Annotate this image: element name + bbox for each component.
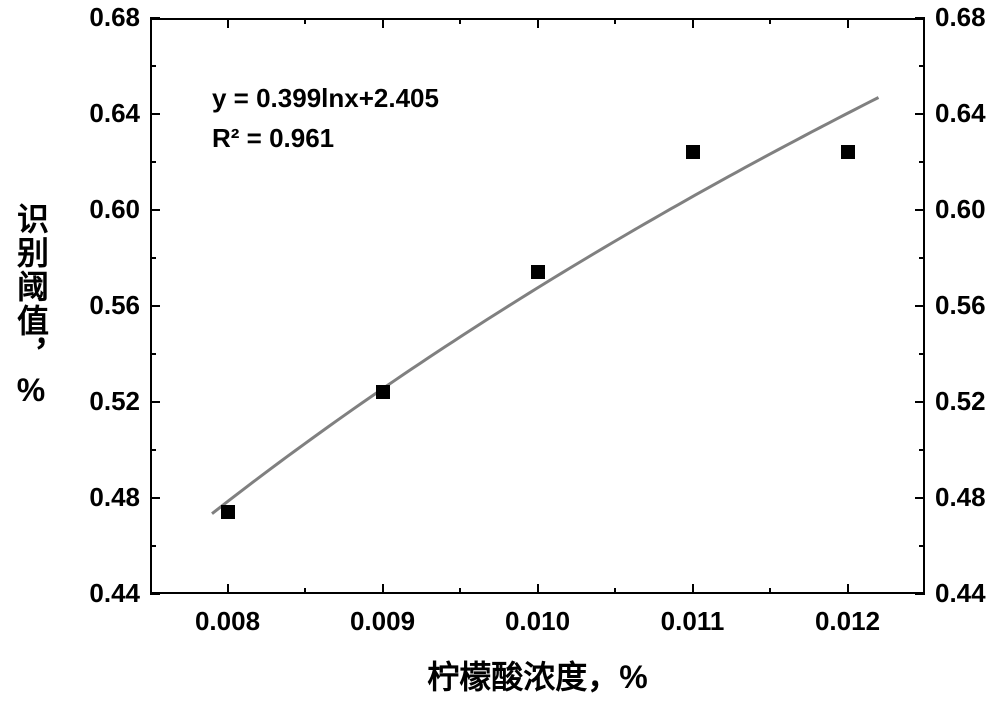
y-left-tick-major (150, 305, 160, 307)
y-right-tick-major (915, 209, 925, 211)
y-right-tick-minor (919, 161, 925, 163)
x-tick-minor (614, 588, 616, 594)
y-left-tick-minor (150, 449, 156, 451)
x-tick-label: 0.008 (195, 606, 260, 637)
x-axis-label: 柠檬酸浓度，% (150, 652, 925, 698)
y-right-tick-minor (919, 65, 925, 67)
y-left-tick-major (150, 113, 160, 115)
y-left-tick-label: 0.48 (89, 482, 140, 513)
y-right-tick-major (915, 305, 925, 307)
x-tick-major (537, 584, 539, 594)
y-right-tick-major (915, 593, 925, 595)
y-right-tick-minor (919, 449, 925, 451)
y-left-tick-minor (150, 161, 156, 163)
y-left-tick-label: 0.52 (89, 386, 140, 417)
x-tick-major (227, 584, 229, 594)
x-tick-label: 0.010 (505, 606, 570, 637)
x-tick-minor-top (614, 18, 616, 24)
y-left-tick-minor (150, 65, 156, 67)
y-right-tick-minor (919, 353, 925, 355)
y-axis-label: 识别阈值，% (8, 122, 54, 491)
y-right-tick-label: 0.56 (935, 290, 986, 321)
y-left-tick-major (150, 209, 160, 211)
y-right-tick-minor (919, 257, 925, 259)
y-right-tick-major (915, 497, 925, 499)
y-right-tick-label: 0.48 (935, 482, 986, 513)
data-point (841, 145, 855, 159)
y-left-tick-label: 0.56 (89, 290, 140, 321)
data-point (221, 505, 235, 519)
x-tick-major-top (537, 18, 539, 28)
y-right-tick-label: 0.68 (935, 2, 986, 33)
y-left-tick-minor (150, 545, 156, 547)
y-left-tick-label: 0.68 (89, 2, 140, 33)
y-left-tick-major (150, 593, 160, 595)
y-right-tick-label: 0.60 (935, 194, 986, 225)
x-tick-major-top (847, 18, 849, 28)
x-tick-minor (304, 588, 306, 594)
chart-container: 识别阈值，% 柠檬酸浓度，% 0.008 0.009 0.010 0.011 0.012… (0, 0, 1000, 711)
y-right-tick-label: 0.44 (935, 578, 986, 609)
y-right-tick-label: 0.64 (935, 98, 986, 129)
x-tick-major (382, 584, 384, 594)
y-left-tick-label: 0.60 (89, 194, 140, 225)
y-left-tick-minor (150, 353, 156, 355)
y-right-tick-major (915, 113, 925, 115)
x-tick-major (692, 584, 694, 594)
x-tick-major (847, 584, 849, 594)
y-left-tick-major (150, 401, 160, 403)
y-left-tick-label: 0.44 (89, 578, 140, 609)
x-tick-minor (769, 588, 771, 594)
y-left-tick-major (150, 497, 160, 499)
x-tick-label: 0.009 (350, 606, 415, 637)
annotation-text: R² = 0.961 (212, 123, 334, 154)
y-left-tick-label: 0.64 (89, 98, 140, 129)
y-left-tick-major (150, 17, 160, 19)
data-point (686, 145, 700, 159)
x-tick-minor (459, 588, 461, 594)
x-tick-major-top (382, 18, 384, 28)
x-tick-major-top (692, 18, 694, 28)
x-tick-minor-top (769, 18, 771, 24)
x-tick-major-top (227, 18, 229, 28)
x-tick-label: 0.011 (661, 606, 725, 637)
x-tick-label: 0.012 (815, 606, 880, 637)
annotation-text: y = 0.399lnx+2.405 (212, 83, 439, 114)
data-point (531, 265, 545, 279)
x-tick-minor-top (459, 18, 461, 24)
y-left-tick-minor (150, 257, 156, 259)
y-right-tick-major (915, 401, 925, 403)
y-right-tick-major (915, 17, 925, 19)
data-point (376, 385, 390, 399)
y-right-tick-minor (919, 545, 925, 547)
x-tick-minor-top (304, 18, 306, 24)
y-right-tick-label: 0.52 (935, 386, 986, 417)
